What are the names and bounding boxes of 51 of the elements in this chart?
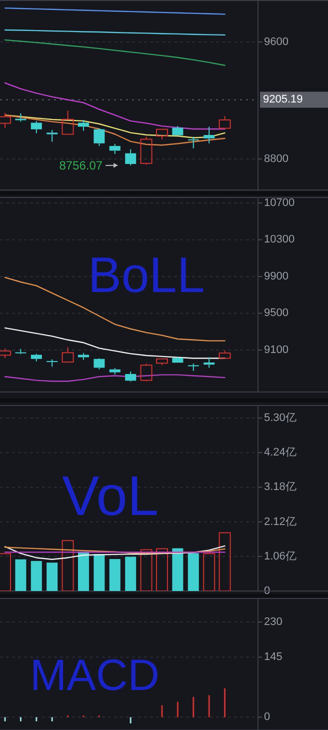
bar [46, 562, 58, 591]
candlestick [204, 126, 215, 144]
annotation: BoLL [88, 247, 205, 303]
annotation: VoL [62, 464, 159, 527]
candlestick [188, 136, 199, 149]
candlestick [94, 128, 105, 146]
annotation: MACD [30, 651, 160, 700]
bar [15, 559, 26, 591]
y-tick-label: 10300 [264, 234, 295, 246]
bar [30, 560, 42, 591]
bar [188, 553, 199, 591]
y-tick-label: 0 [264, 711, 270, 724]
y-tick-label: 5.30亿 [264, 412, 296, 424]
bar [140, 549, 152, 591]
bar [218, 532, 231, 591]
bar [156, 548, 168, 591]
candlestick [109, 143, 120, 155]
bar [78, 552, 89, 591]
y-tick-label: 9900 [264, 270, 288, 282]
candlestick [109, 368, 120, 375]
candlestick [46, 130, 58, 142]
y-tick-label: 8800 [264, 152, 288, 165]
candlestick [78, 119, 89, 132]
y-tick-label: 2.12亿 [264, 516, 296, 528]
annotation: 8756.07 [59, 158, 103, 172]
y-tick-label: 10700 [264, 196, 295, 209]
y-tick-label: 4.24亿 [264, 446, 296, 459]
line-series [4, 39, 226, 66]
y-tick-label: 3.18亿 [264, 481, 296, 494]
y-tick-label: 145 [264, 651, 282, 664]
y-tick-label: 1.06亿 [264, 550, 296, 562]
line-series [4, 374, 226, 382]
bar [62, 540, 74, 591]
y-tick-label: 9600 [264, 36, 288, 48]
candlestick [30, 353, 42, 362]
candlestick [78, 352, 89, 360]
bar [172, 548, 184, 591]
bar [203, 553, 216, 591]
ref-line-label: 9205.19 [263, 94, 303, 106]
y-tick-label: 9100 [264, 344, 288, 356]
y-tick-label: 230 [264, 616, 282, 628]
candlestick [125, 371, 136, 382]
bar [125, 556, 136, 591]
line-series [4, 545, 226, 560]
y-tick-label: 9500 [264, 307, 288, 320]
candlestick [204, 356, 215, 368]
bar [0, 553, 11, 591]
line-series [4, 7, 226, 15]
bar [94, 554, 105, 591]
bar [109, 559, 120, 591]
candlestick [125, 148, 136, 166]
